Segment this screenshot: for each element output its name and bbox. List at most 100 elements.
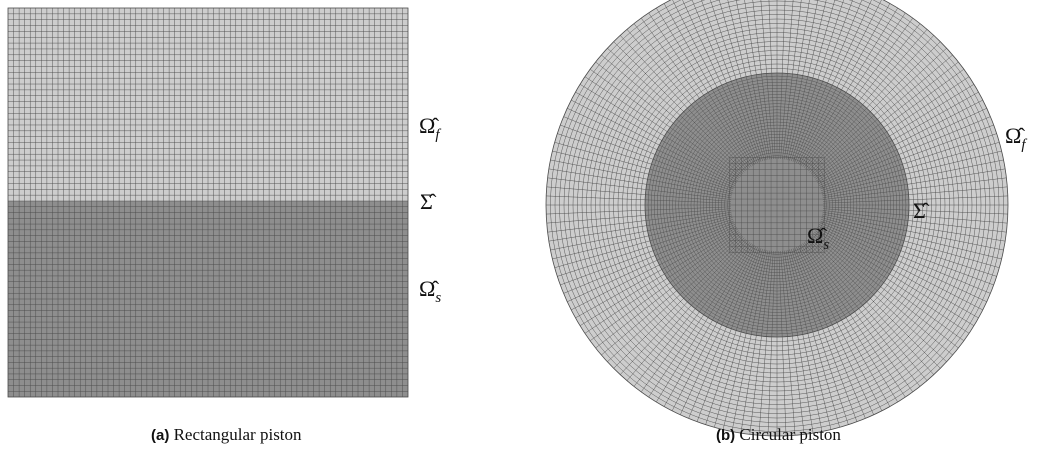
outer-mesh-spoke: [656, 317, 709, 403]
outer-mesh-spoke: [836, 0, 882, 88]
inner-mesh-spoke: [657, 149, 736, 186]
outer-mesh-spoke: [817, 330, 849, 425]
outer-mesh-spoke: [579, 273, 665, 326]
inner-mesh-spoke: [676, 119, 742, 176]
outer-mesh-spoke: [749, 336, 762, 435]
outer-mesh-spoke: [781, 336, 787, 436]
inner-mesh-spoke: [782, 73, 793, 160]
inner-mesh-spoke: [799, 245, 842, 321]
outer-mesh-spoke: [727, 0, 747, 77]
outer-mesh-spoke: [858, 308, 921, 387]
inner-mesh-spoke: [771, 251, 776, 337]
outer-mesh-spoke: [579, 84, 665, 137]
inner-mesh-spoke: [809, 111, 871, 173]
inner-mesh-spoke: [707, 92, 754, 166]
outer-mesh-spoke: [827, 0, 863, 84]
outer-mesh-spoke: [613, 298, 684, 369]
inner-mesh-spoke: [670, 127, 740, 179]
inner-mesh-spoke: [815, 131, 887, 180]
inner-mesh-spoke: [822, 210, 909, 221]
inner-mesh-spoke: [810, 236, 875, 295]
circ-solid-label: Ω̂s: [807, 223, 829, 253]
inner-mesh-spoke: [814, 231, 884, 283]
inner-mesh-spoke: [654, 222, 735, 256]
outer-mesh-spoke: [866, 301, 934, 375]
outer-mesh-spoke: [807, 0, 827, 77]
outer-mesh-spoke: [854, 311, 913, 393]
inner-mesh-spoke: [766, 251, 774, 337]
inner-mesh-spoke: [818, 144, 895, 185]
outer-mesh-spoke: [641, 17, 700, 99]
inner-mesh-spoke: [806, 240, 863, 306]
outer-mesh-spoke: [892, 269, 979, 319]
outer-mesh-spoke: [595, 61, 674, 124]
inner-mesh-spoke: [766, 73, 774, 159]
outer-mesh-spoke: [873, 48, 947, 116]
outer-mesh-spoke: [620, 35, 688, 109]
inner-mesh-spoke: [648, 173, 733, 195]
outer-mesh-spoke: [841, 3, 891, 90]
inner-mesh-spoke: [802, 95, 851, 167]
inner-mesh-spoke: [687, 238, 746, 303]
outer-mesh-spoke: [832, 324, 874, 415]
inner-mesh-spoke: [821, 173, 906, 195]
outer-mesh-spoke: [883, 282, 965, 341]
outer-mesh-spoke: [889, 84, 975, 137]
outer-mesh-spoke: [908, 186, 1008, 195]
outer-mesh-spoke: [797, 0, 810, 75]
outer-mesh-spoke: [688, 326, 727, 419]
inner-mesh-spoke: [787, 249, 809, 334]
outer-mesh-spoke: [546, 215, 646, 224]
inner-mesh-spoke: [721, 246, 758, 325]
inner-mesh-spoke: [648, 215, 733, 237]
circ-fluid-label: Ω̂f: [1005, 123, 1027, 153]
inner-mesh-spoke: [645, 189, 732, 200]
outer-mesh-spoke: [802, 0, 819, 76]
inner-mesh-spoke: [791, 79, 818, 162]
caption-b-tag: (b): [716, 427, 736, 444]
inner-mesh-spoke: [699, 242, 751, 312]
caption-a-text: Rectangular piston: [173, 425, 302, 444]
inner-mesh-spoke: [731, 248, 762, 329]
outer-mesh-spoke: [567, 260, 658, 302]
outer-mesh-spoke: [589, 69, 671, 128]
rect-fluid-label: Ω̂f: [419, 113, 441, 143]
outer-mesh-spoke: [787, 336, 796, 436]
outer-mesh-spoke: [787, 0, 794, 74]
outer-mesh-spoke: [735, 0, 752, 76]
outer-mesh-spoke: [633, 23, 696, 102]
outer-mesh-spoke: [546, 209, 646, 215]
inner-mesh-spoke: [761, 250, 772, 337]
outer-mesh-spoke: [595, 286, 674, 349]
inner-mesh-spoke: [816, 135, 890, 182]
outer-mesh-spoke: [781, 0, 786, 74]
outer-mesh-spoke: [550, 159, 648, 180]
outer-mesh-spoke: [552, 235, 649, 260]
inner-mesh-spoke: [819, 154, 900, 188]
inner-mesh-spoke: [792, 81, 823, 162]
outer-mesh-spoke: [906, 159, 1004, 180]
inner-mesh-spoke: [687, 107, 746, 172]
outer-mesh-spoke: [663, 3, 713, 90]
outer-mesh-spoke: [589, 282, 671, 341]
inner-mesh-spoke: [812, 234, 878, 291]
outer-mesh-spoke: [768, 0, 773, 74]
outer-mesh-spoke: [601, 54, 677, 120]
outer-mesh-spoke: [752, 0, 762, 74]
outer-mesh-spoke: [626, 29, 692, 105]
inner-mesh-spoke: [810, 115, 875, 174]
inner-mesh-spoke: [820, 219, 903, 246]
inner-mesh-spoke: [761, 73, 772, 160]
inner-mesh-spoke: [740, 249, 765, 333]
outer-mesh-spoke: [900, 124, 994, 160]
inner-mesh-spoke: [670, 231, 740, 283]
inner-mesh-spoke: [664, 135, 738, 182]
outer-mesh-spoke: [858, 23, 921, 102]
inner-mesh-spoke: [721, 85, 758, 164]
inner-mesh-spoke: [683, 237, 745, 299]
outer-mesh-spoke: [862, 29, 928, 105]
outer-mesh-spoke: [792, 0, 802, 74]
outer-mesh-spoke: [797, 335, 814, 434]
inner-mesh-spoke: [823, 206, 909, 211]
inner-mesh-spoke: [667, 131, 739, 180]
